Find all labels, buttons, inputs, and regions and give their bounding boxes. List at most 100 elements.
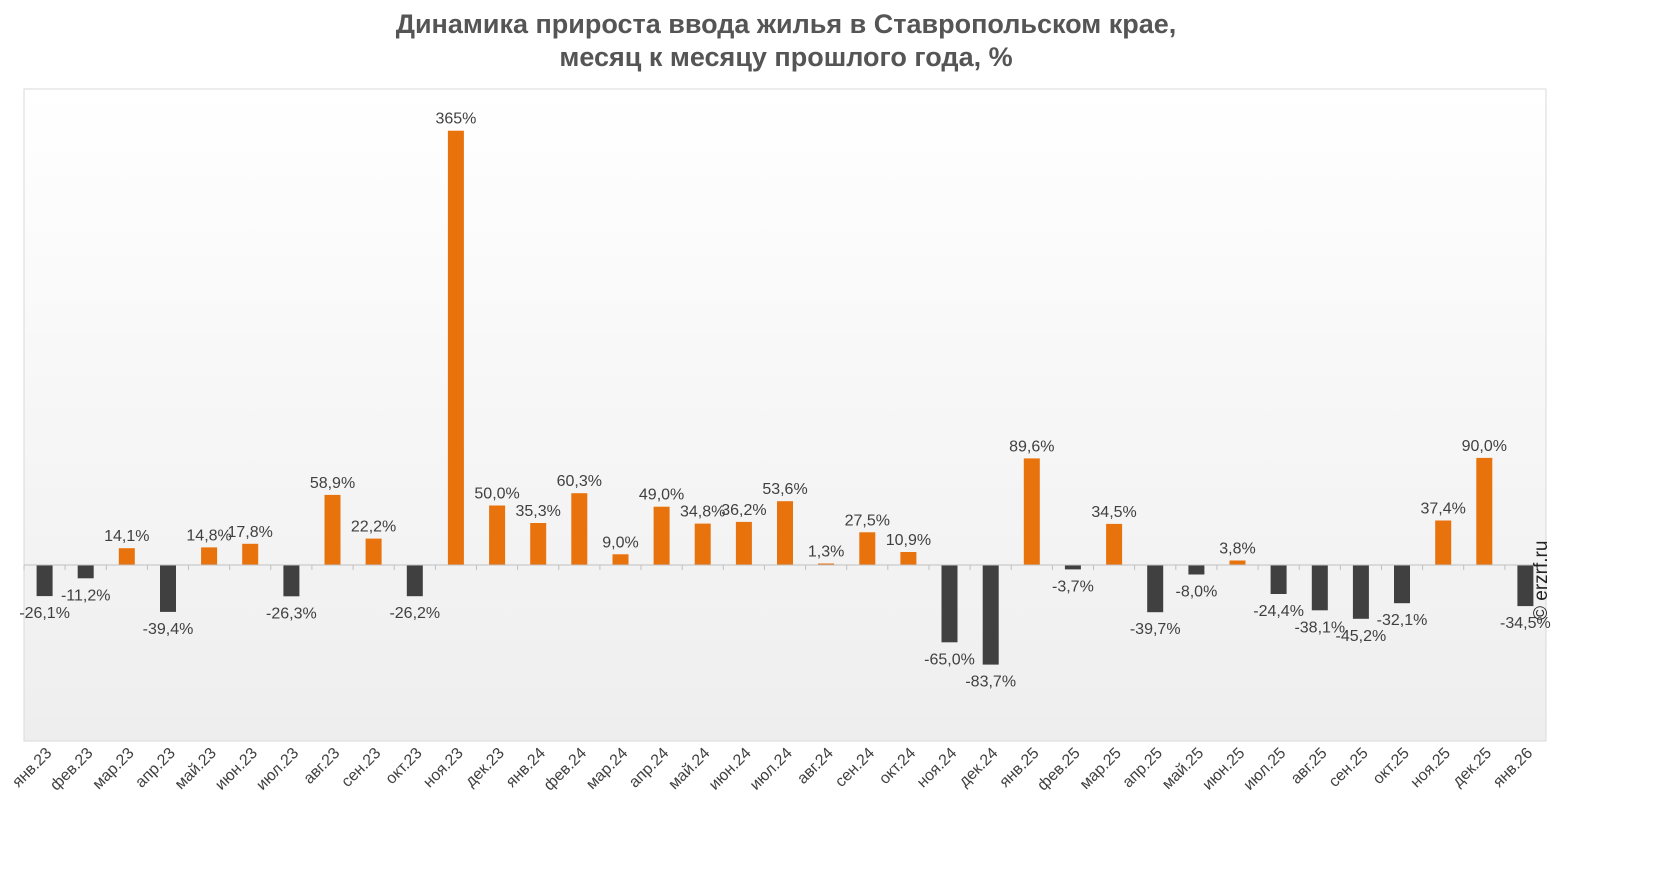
plot-area: [23, 88, 1547, 742]
data-label-сен.24: 27,5%: [845, 512, 890, 529]
data-label-фев.24: 60,3%: [557, 473, 602, 490]
bar-янв.24: [530, 523, 547, 565]
x-tick-label-авг.23: авг.23: [301, 745, 344, 788]
bar-мар.23: [118, 548, 135, 565]
x-tick-label-ноя.23: ноя.23: [420, 745, 466, 791]
x-tick-label-апр.24: апр.24: [626, 745, 673, 792]
bar-фев.23: [77, 565, 94, 579]
x-tick-label-ноя.24: ноя.24: [914, 745, 960, 791]
bar-окт.25: [1394, 565, 1410, 604]
x-tick-label-апр.23: апр.23: [132, 745, 179, 792]
x-tick-label-ноя.25: ноя.25: [1408, 745, 1454, 791]
data-label-сен.23: 22,2%: [351, 519, 396, 536]
bar-авг.24: [818, 563, 835, 565]
data-label-авг.23: 58,9%: [310, 475, 355, 492]
data-label-мар.23: 14,1%: [104, 528, 149, 545]
data-label-апр.23: -39,4%: [143, 621, 194, 638]
x-tick-label-июл.25: июл.25: [1241, 745, 1290, 794]
x-tick-label-фев.25: фев.25: [1034, 745, 1083, 794]
x-tick-label-окт.24: окт.24: [876, 745, 919, 788]
x-tick-label-сен.25: сен.25: [1326, 745, 1372, 791]
data-label-янв.26: -34,5%: [1500, 615, 1551, 632]
data-label-дек.23: 50,0%: [474, 486, 519, 503]
data-label-апр.24: 49,0%: [639, 487, 684, 504]
data-label-янв.25: 89,6%: [1009, 438, 1054, 455]
bar-янв.25: [1023, 458, 1040, 565]
data-label-ноя.25: 37,4%: [1421, 501, 1466, 518]
bar-апр.24: [653, 506, 670, 565]
x-tick-label-фев.23: фев.23: [47, 745, 96, 794]
data-label-окт.24: 10,9%: [886, 532, 931, 549]
x-tick-label-окт.25: окт.25: [1370, 745, 1413, 788]
data-label-июн.25: 3,8%: [1219, 541, 1255, 558]
chart-subtitle: месяц к месяцу прошлого года, %: [559, 42, 1013, 72]
x-tick-label-авг.25: авг.25: [1288, 745, 1331, 788]
bar-фев.25: [1064, 565, 1081, 570]
x-tick-label-мар.24: мар.24: [583, 745, 631, 793]
bar-дек.25: [1476, 457, 1493, 565]
bar-июн.23: [242, 543, 259, 565]
watermark: © erzrf.ru: [1531, 540, 1552, 620]
bar-июн.24: [735, 521, 752, 565]
data-label-май.23: 14,8%: [186, 527, 231, 544]
data-label-июл.24: 53,6%: [762, 481, 807, 498]
bar-июл.25: [1270, 565, 1287, 594]
bar-ноя.24: [941, 565, 958, 643]
x-tick-label-июн.23: июн.23: [212, 745, 261, 794]
data-label-фев.23: -11,2%: [61, 587, 111, 604]
data-label-май.24: 34,8%: [680, 504, 725, 521]
bar-дек.23: [489, 505, 506, 565]
bar-май.24: [694, 523, 711, 565]
bar-сен.25: [1352, 565, 1369, 619]
bar-май.23: [201, 547, 218, 565]
bar-янв.23: [36, 565, 53, 597]
bar-авг.23: [324, 494, 341, 565]
data-label-фев.25: -3,7%: [1052, 578, 1094, 595]
data-label-сен.25: -45,2%: [1336, 628, 1387, 645]
bar-июл.23: [283, 565, 300, 597]
bar-ноя.23: [447, 130, 464, 565]
x-tick-label-май.24: май.24: [665, 745, 713, 793]
data-label-мар.25: 34,5%: [1091, 504, 1136, 521]
x-tick-label-мар.25: мар.25: [1077, 745, 1125, 793]
bar-июл.24: [777, 501, 793, 565]
data-label-окт.25: -32,1%: [1377, 612, 1428, 629]
x-tick-label-окт.23: окт.23: [383, 745, 426, 788]
x-tick-label-июн.24: июн.24: [706, 745, 755, 794]
bar-авг.25: [1311, 565, 1328, 611]
data-label-июл.25: -24,4%: [1253, 603, 1304, 620]
x-tick-label-сен.24: сен.24: [832, 745, 878, 791]
x-tick-label-апр.25: апр.25: [1120, 745, 1167, 792]
data-label-май.25: -8,0%: [1176, 584, 1218, 601]
data-label-дек.25: 90,0%: [1462, 438, 1507, 455]
x-tick-label-мар.23: мар.23: [90, 745, 138, 793]
data-label-авг.24: 1,3%: [808, 544, 844, 561]
x-tick-label-июн.25: июн.25: [1200, 745, 1249, 794]
bar-апр.25: [1147, 565, 1164, 613]
bar-ноя.25: [1435, 520, 1452, 565]
data-label-янв.23: -26,1%: [19, 605, 70, 622]
x-tick-label-май.25: май.25: [1159, 745, 1207, 793]
bar-май.25: [1188, 565, 1205, 575]
data-label-июн.23: 17,8%: [228, 524, 273, 541]
x-tick-label-авг.24: авг.24: [794, 745, 837, 788]
chart-title-line1: Динамика прироста ввода жилья в Ставропо…: [395, 9, 1177, 39]
data-label-авг.25: -38,1%: [1294, 619, 1345, 636]
x-tick-label-дек.25: дек.25: [1450, 745, 1496, 791]
bar-сен.24: [859, 532, 876, 565]
x-tick-label-фев.24: фев.24: [541, 745, 590, 794]
data-label-ноя.23: 365%: [435, 111, 476, 128]
x-tick-label-июл.24: июл.24: [747, 745, 796, 794]
bar-фев.24: [571, 493, 588, 565]
data-label-апр.25: -39,7%: [1130, 621, 1181, 638]
bar-мар.25: [1106, 523, 1123, 565]
bar-сен.23: [365, 538, 382, 565]
x-tick-label-янв.26: янв.26: [1490, 745, 1536, 791]
x-tick-label-сен.23: сен.23: [338, 745, 384, 791]
bar-окт.24: [900, 552, 917, 565]
data-label-ноя.24: -65,0%: [924, 651, 975, 668]
bar-дек.24: [982, 565, 999, 665]
x-tick-label-июл.23: июл.23: [253, 745, 302, 794]
data-label-июн.24: 36,2%: [721, 502, 766, 519]
